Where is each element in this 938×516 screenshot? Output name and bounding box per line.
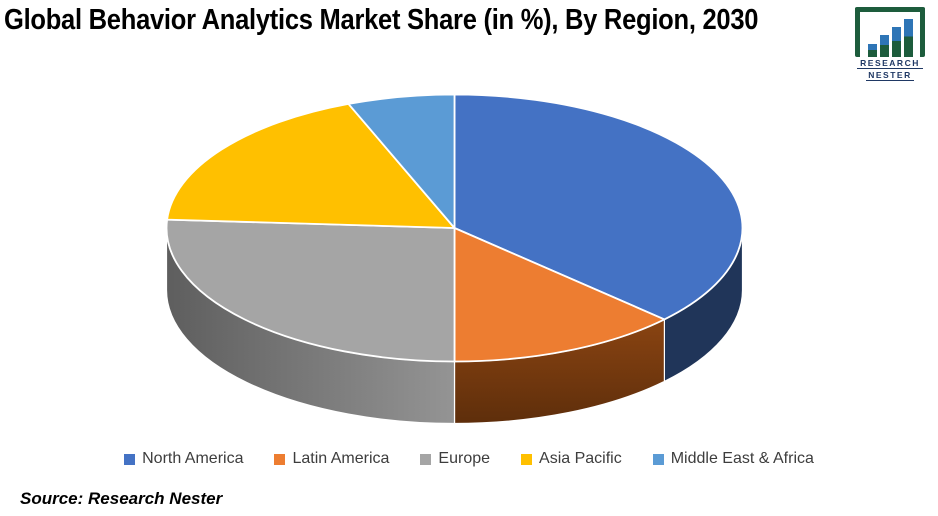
legend-swatch <box>420 453 432 465</box>
pie-slice-asia-pacific <box>166 103 456 229</box>
source-note: Source: Research Nester <box>20 489 223 508</box>
legend-swatch <box>652 453 664 465</box>
legend-label: Asia Pacific <box>539 450 622 467</box>
legend-label: Latin America <box>292 450 390 467</box>
legend-label: North America <box>142 450 244 467</box>
logo-bar <box>903 19 913 57</box>
chart-title: Global Behavior Analytics Market Share (… <box>4 4 759 36</box>
legend-item-middle-east-africa: Middle East & Africa <box>652 450 814 468</box>
pie-slice-middle-east-africa <box>347 93 456 229</box>
legend-item-latin-america: Latin America <box>274 450 389 468</box>
logo-bar <box>891 27 901 57</box>
legend-item-asia-pacific: Asia Pacific <box>521 450 622 468</box>
legend-label: Middle East & Africa <box>670 450 814 467</box>
chart-legend: North America Latin America Europe Asia Pac… <box>0 450 938 468</box>
pie-slice-north-america <box>453 93 744 321</box>
legend-swatch <box>521 453 533 465</box>
legend-label: Europe <box>438 450 491 467</box>
logo-text-research: RESEARCH <box>857 58 923 69</box>
logo-bar <box>879 35 889 57</box>
pie-slice-latin-america <box>453 227 666 363</box>
logo-bar-chart-icon <box>855 7 925 57</box>
logo-bar <box>867 44 877 57</box>
legend-swatch <box>274 453 286 465</box>
logo-text-nester: NESTER <box>866 70 914 81</box>
legend-item-europe: Europe <box>420 450 490 468</box>
pie-slice-europe <box>165 218 456 363</box>
legend-swatch <box>124 453 136 465</box>
legend-item-north-america: North America <box>124 450 243 468</box>
research-nester-logo: RESEARCH NESTER <box>853 7 927 81</box>
